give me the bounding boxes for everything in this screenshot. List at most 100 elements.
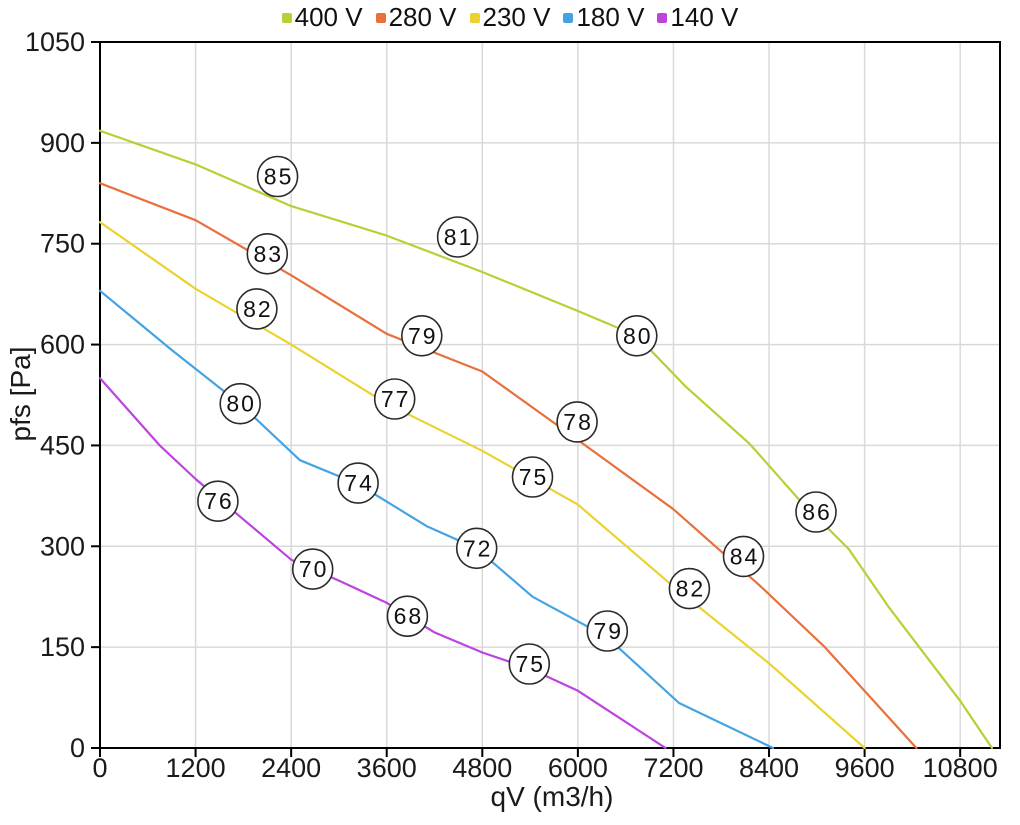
x-tick-label-8400: 8400 (739, 753, 799, 783)
label-circle (246, 233, 289, 275)
y-tick-label-900: 900 (40, 128, 85, 158)
label-circle (373, 378, 416, 420)
label-value: 80 (226, 391, 256, 417)
point-label-180-v-74: 74 (337, 462, 379, 504)
legend-item-140-v[interactable]: 140 V (657, 2, 738, 33)
label-value: 82 (243, 296, 273, 322)
legend-item-400-v[interactable]: 400 V (281, 2, 363, 33)
legend: 400 V 280 V 230 V 180 V 140 V (0, 2, 1020, 33)
point-label-400-v-80: 80 (615, 314, 658, 357)
x-tick-label-1200: 1200 (166, 753, 226, 783)
x-tick-label-10800: 10800 (923, 753, 998, 783)
x-axis-title: qV (m3/h) (491, 781, 614, 812)
x-tick-label-9600: 9600 (835, 753, 895, 783)
axes: 0 1200 2400 3600 4800 6000 7200 8400 9600 10800 0 1… (25, 27, 998, 783)
point-label-400-v-86: 86 (795, 491, 837, 533)
label-circle (197, 480, 239, 523)
x-tick-label-7200: 7200 (643, 753, 703, 783)
curve-280-v (98, 182, 918, 750)
label-circle (337, 462, 379, 504)
label-value: 80 (623, 323, 653, 349)
label-value: 79 (594, 618, 624, 644)
legend-swatch-180-v (563, 12, 574, 23)
y-tick-label-150: 150 (40, 632, 85, 662)
point-label-230-v-82: 82 (236, 288, 278, 330)
label-value: 72 (463, 535, 493, 561)
label-circle (511, 456, 554, 498)
point-label-180-v-80: 80 (219, 382, 261, 425)
legend-label: 400 V (294, 2, 363, 32)
legend-item-180-v[interactable]: 180 V (563, 2, 644, 33)
label-circle (615, 314, 658, 357)
curve-400-v (98, 129, 994, 750)
x-tick-label-4800: 4800 (452, 753, 512, 783)
point-label-280-v-79: 79 (400, 314, 443, 357)
label-value: 77 (381, 386, 411, 412)
label-circle (795, 491, 837, 533)
legend-swatch-140-v (657, 12, 668, 23)
y-axis-title: pfs [Pa] (5, 347, 36, 442)
x-tick-label-0: 0 (92, 753, 107, 783)
point-label-230-v-77: 77 (373, 378, 416, 420)
point-label-280-v-84: 84 (722, 535, 765, 578)
label-circle (256, 155, 299, 198)
label-value: 78 (563, 409, 593, 435)
label-value: 76 (204, 488, 234, 514)
x-tick-label-6000: 6000 (548, 753, 608, 783)
label-circle (436, 216, 479, 258)
legend-swatch-230-v (469, 12, 480, 23)
label-circle (556, 401, 598, 443)
label-value: 74 (344, 470, 374, 496)
legend-item-230-v[interactable]: 230 V (469, 2, 551, 33)
point-label-180-v-79: 79 (586, 610, 629, 652)
label-value: 83 (254, 241, 284, 267)
label-value: 70 (299, 556, 329, 582)
plot-border (99, 41, 1001, 749)
point-label-400-v-81: 81 (436, 216, 479, 258)
label-circle (455, 527, 498, 570)
legend-label: 140 V (670, 2, 739, 32)
label-circle (236, 288, 278, 330)
point-label-400-v-85: 85 (256, 155, 299, 198)
legend-swatch-280-v (375, 12, 386, 23)
point-label-140-v-76: 76 (197, 480, 239, 523)
legend-item-280-v[interactable]: 280 V (375, 2, 457, 33)
label-value: 82 (676, 576, 706, 602)
curve-180-v (98, 289, 775, 750)
label-value: 75 (519, 464, 549, 490)
y-tick-label-750: 750 (40, 229, 85, 259)
legend-label: 230 V (482, 2, 551, 32)
point-label-140-v-75: 75 (508, 643, 551, 685)
label-value: 68 (394, 603, 424, 629)
point-label-230-v-75: 75 (511, 456, 554, 498)
label-circle (400, 314, 443, 357)
label-value: 84 (730, 543, 760, 569)
label-value: 79 (408, 323, 438, 349)
label-circle (586, 610, 629, 652)
point-label-230-v-82: 82 (668, 567, 711, 610)
y-tick-label-450: 450 (40, 430, 85, 460)
y-tick-label-300: 300 (40, 531, 85, 561)
gridlines (100, 42, 1000, 748)
point-label-140-v-68: 68 (386, 595, 429, 638)
x-tick-label-3600: 3600 (357, 753, 417, 783)
legend-swatch-400-v (281, 12, 292, 23)
point-label-140-v-70: 70 (291, 548, 334, 590)
label-circle (386, 595, 429, 638)
label-value: 86 (802, 499, 832, 525)
label-value: 85 (264, 164, 294, 190)
legend-label: 180 V (576, 2, 645, 32)
label-value: 75 (516, 651, 546, 677)
point-label-280-v-83: 83 (246, 233, 289, 275)
label-circle (508, 643, 551, 685)
label-value: 81 (444, 224, 474, 250)
point-labels: 85 81 80 86 83 79 78 84 82 77 75 82 80 74 72 79 76 70 68 75 (197, 155, 837, 685)
legend-label: 280 V (388, 2, 457, 32)
y-tick-label-0: 0 (70, 733, 85, 763)
label-circle (291, 548, 334, 590)
y-tick-label-600: 600 (40, 330, 85, 360)
point-label-180-v-72: 72 (455, 527, 498, 570)
point-label-280-v-78: 78 (556, 401, 598, 443)
